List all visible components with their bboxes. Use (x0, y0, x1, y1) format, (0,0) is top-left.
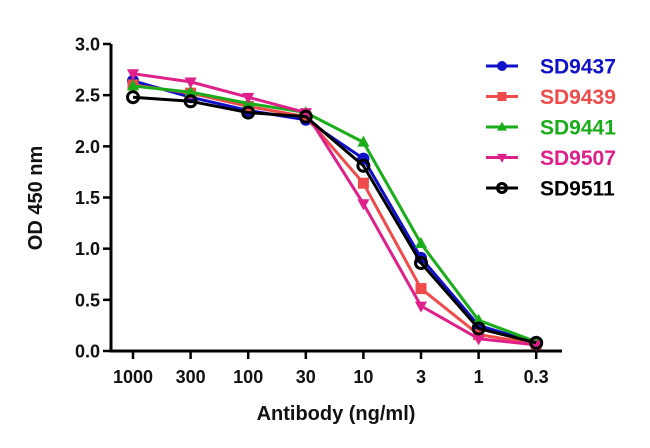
series-line (132, 72, 537, 347)
legend-marker (497, 92, 507, 101)
series-line (132, 95, 537, 345)
data-point (529, 335, 544, 350)
data-point (414, 255, 428, 270)
data-point (357, 199, 370, 211)
legend: SD9437 SD9439 SD9441 SD9507 SD9511 (486, 56, 616, 201)
data-point (298, 109, 313, 124)
data-point (415, 283, 427, 295)
legend-item: SD9507 (486, 147, 616, 170)
data-point (183, 94, 198, 109)
legend-item: SD9439 (486, 86, 616, 109)
data-point (126, 79, 140, 91)
y-tick-label: 2.5 (75, 86, 100, 106)
data-point (184, 85, 197, 97)
legend-item: SD9441 (486, 117, 616, 140)
x-tick-label: 3 (416, 367, 426, 387)
legend-item: SD9511 (486, 178, 615, 201)
legend-label: SD9441 (540, 117, 616, 140)
data-point (357, 135, 370, 147)
x-tick-label: 1000 (113, 367, 153, 387)
data-point (471, 321, 486, 336)
x-ticks: 1000 300 100 30 10 3 1 0.3 (113, 351, 549, 387)
data-point (472, 313, 485, 325)
y-tick-label: 0.0 (75, 342, 100, 362)
legend-marker (496, 182, 508, 194)
series-line (132, 84, 537, 344)
y-axis-title: OD 450 nm (25, 146, 47, 250)
y-tick-label: 0.5 (75, 290, 100, 310)
series-line (132, 83, 537, 346)
x-axis-title: Antibody (ng/ml) (257, 403, 416, 425)
legend-label: SD9439 (540, 86, 616, 109)
data-point (242, 92, 255, 104)
x-tick-label: 30 (296, 367, 316, 387)
series-SD9507 (126, 69, 543, 352)
series-SD9439 (127, 79, 542, 350)
x-tick-label: 0.3 (524, 367, 549, 387)
x-tick-label: 100 (233, 367, 263, 387)
y-tick-label: 2.0 (75, 137, 100, 157)
data-point (126, 90, 140, 105)
series-line (132, 79, 537, 345)
data-point (241, 105, 256, 120)
data-point (414, 236, 428, 248)
x-tick-label: 10 (353, 367, 373, 387)
legend-label: SD9507 (540, 147, 616, 170)
legend-label: SD9437 (540, 56, 616, 79)
legend-item: SD9437 (486, 56, 616, 79)
data-point (414, 301, 428, 313)
y-ticks: 0.0 0.5 1.0 1.5 2.0 2.5 3.0 (75, 35, 111, 362)
legend-marker (497, 121, 507, 131)
y-tick-label: 1.5 (75, 188, 100, 208)
series-SD9441 (126, 79, 543, 347)
y-tick-label: 1.0 (75, 239, 100, 259)
x-tick-label: 300 (176, 367, 206, 387)
legend-marker (497, 153, 507, 163)
series-SD9511 (126, 90, 544, 350)
y-tick-label: 3.0 (75, 35, 100, 55)
data-point (472, 334, 485, 346)
data-point (356, 158, 371, 173)
legend-label: SD9511 (540, 178, 615, 201)
data-point (126, 69, 140, 81)
data-point (357, 177, 369, 189)
x-tick-label: 1 (474, 367, 484, 387)
series-SD9437 (126, 74, 543, 349)
data-point (184, 77, 197, 89)
legend-marker (497, 61, 507, 71)
series-group (126, 69, 544, 352)
